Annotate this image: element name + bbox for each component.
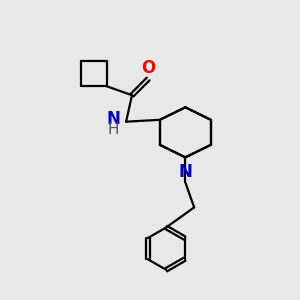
Text: N: N xyxy=(178,163,192,181)
Text: H: H xyxy=(108,122,119,137)
Text: O: O xyxy=(141,58,155,76)
Text: N: N xyxy=(107,110,121,128)
